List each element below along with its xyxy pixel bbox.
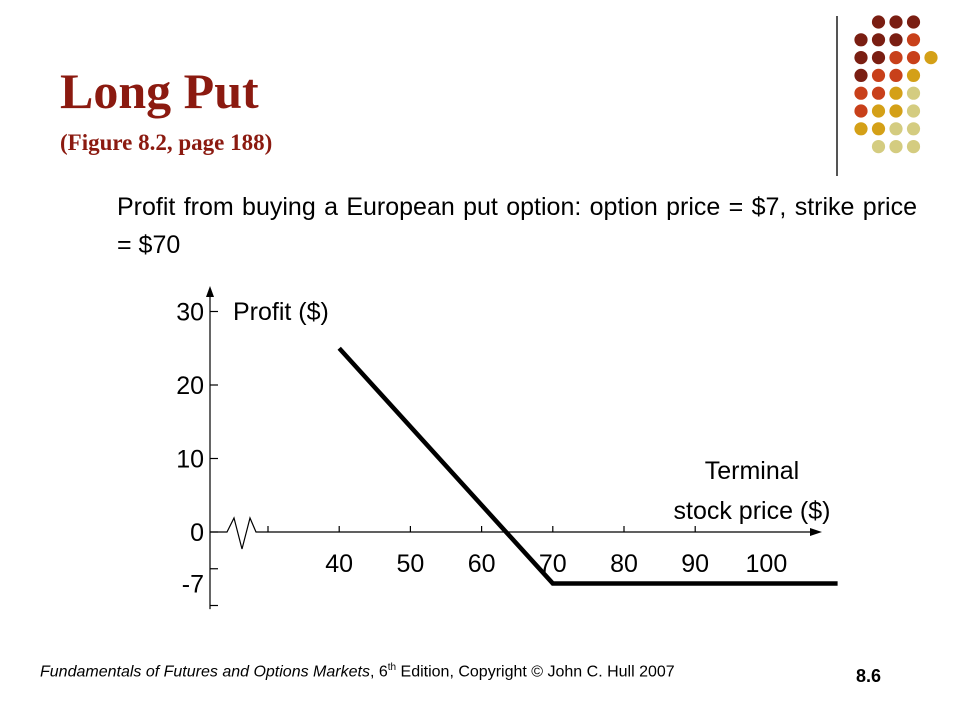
x-tick-label: 60 bbox=[468, 550, 496, 578]
x-tick-label: 90 bbox=[681, 550, 709, 578]
decor-dot bbox=[889, 51, 903, 65]
footer-citation: Fundamentals of Futures and Options Mark… bbox=[40, 662, 675, 681]
footer-book-title: Fundamentals of Futures and Options Mark… bbox=[40, 663, 370, 681]
decor-dot bbox=[889, 68, 903, 82]
decor-dot bbox=[871, 86, 886, 100]
slide-subtitle: (Figure 8.2, page 188) bbox=[60, 130, 273, 155]
decor-dot bbox=[854, 68, 868, 82]
decor-dot bbox=[889, 140, 903, 154]
decor-dot bbox=[906, 15, 921, 29]
y-tick-label: 10 bbox=[176, 446, 204, 474]
decor-dot bbox=[871, 104, 886, 118]
decor-dot bbox=[906, 104, 921, 118]
y-tick-label: -7 bbox=[182, 570, 204, 598]
decor-dot bbox=[889, 33, 903, 47]
decor-dot bbox=[871, 15, 886, 29]
chart-description: Profit from buying a European put option… bbox=[117, 193, 917, 259]
decor-dot bbox=[854, 33, 868, 47]
decor-dot bbox=[854, 86, 868, 100]
y-axis-arrow bbox=[206, 286, 214, 297]
decor-dot bbox=[906, 51, 921, 65]
y-tick-label: 30 bbox=[176, 299, 204, 327]
decor-dot bbox=[871, 140, 886, 154]
decor-dot bbox=[924, 51, 938, 65]
x-tick-label: 100 bbox=[746, 550, 788, 578]
slide-title: Long Put bbox=[60, 63, 259, 119]
decor-dot bbox=[854, 51, 868, 65]
decor-dot bbox=[889, 104, 903, 118]
x-tick-label: 40 bbox=[325, 550, 353, 578]
decor-dot bbox=[889, 15, 903, 29]
y-tick-label: 0 bbox=[190, 519, 204, 547]
decor-dot bbox=[871, 122, 886, 136]
decor-dot bbox=[871, 33, 886, 47]
decor-dot bbox=[854, 122, 868, 136]
x-tick-label: 50 bbox=[396, 550, 424, 578]
decor-dot bbox=[906, 68, 921, 82]
x-axis-arrow bbox=[810, 528, 822, 536]
footer-edition-number: , 6 bbox=[369, 663, 388, 681]
page-number: 8.6 bbox=[856, 666, 882, 686]
x-tick-label: 80 bbox=[610, 550, 638, 578]
x-axis-break bbox=[210, 516, 267, 550]
decor-dot bbox=[889, 86, 903, 100]
decor-dot bbox=[871, 51, 886, 65]
decor-divider bbox=[836, 16, 838, 176]
x-axis-label: Terminal stock price ($) bbox=[674, 457, 831, 525]
decor-dot bbox=[906, 140, 921, 154]
footer-edition-suffix: th bbox=[387, 662, 397, 673]
y-tick-label: 20 bbox=[176, 372, 204, 400]
decor-dot bbox=[906, 122, 921, 136]
decor-dot bbox=[889, 122, 903, 136]
decor-dot bbox=[906, 33, 921, 47]
x-tick-label: 70 bbox=[539, 550, 567, 578]
decor-dot bbox=[906, 86, 921, 100]
decor-dot bbox=[854, 104, 868, 118]
series-line bbox=[337, 346, 838, 586]
footer-copyright: Edition, Copyright © John C. Hull 2007 bbox=[396, 663, 675, 681]
decor-dot bbox=[871, 68, 886, 82]
y-axis-label: Profit ($) bbox=[233, 298, 329, 326]
